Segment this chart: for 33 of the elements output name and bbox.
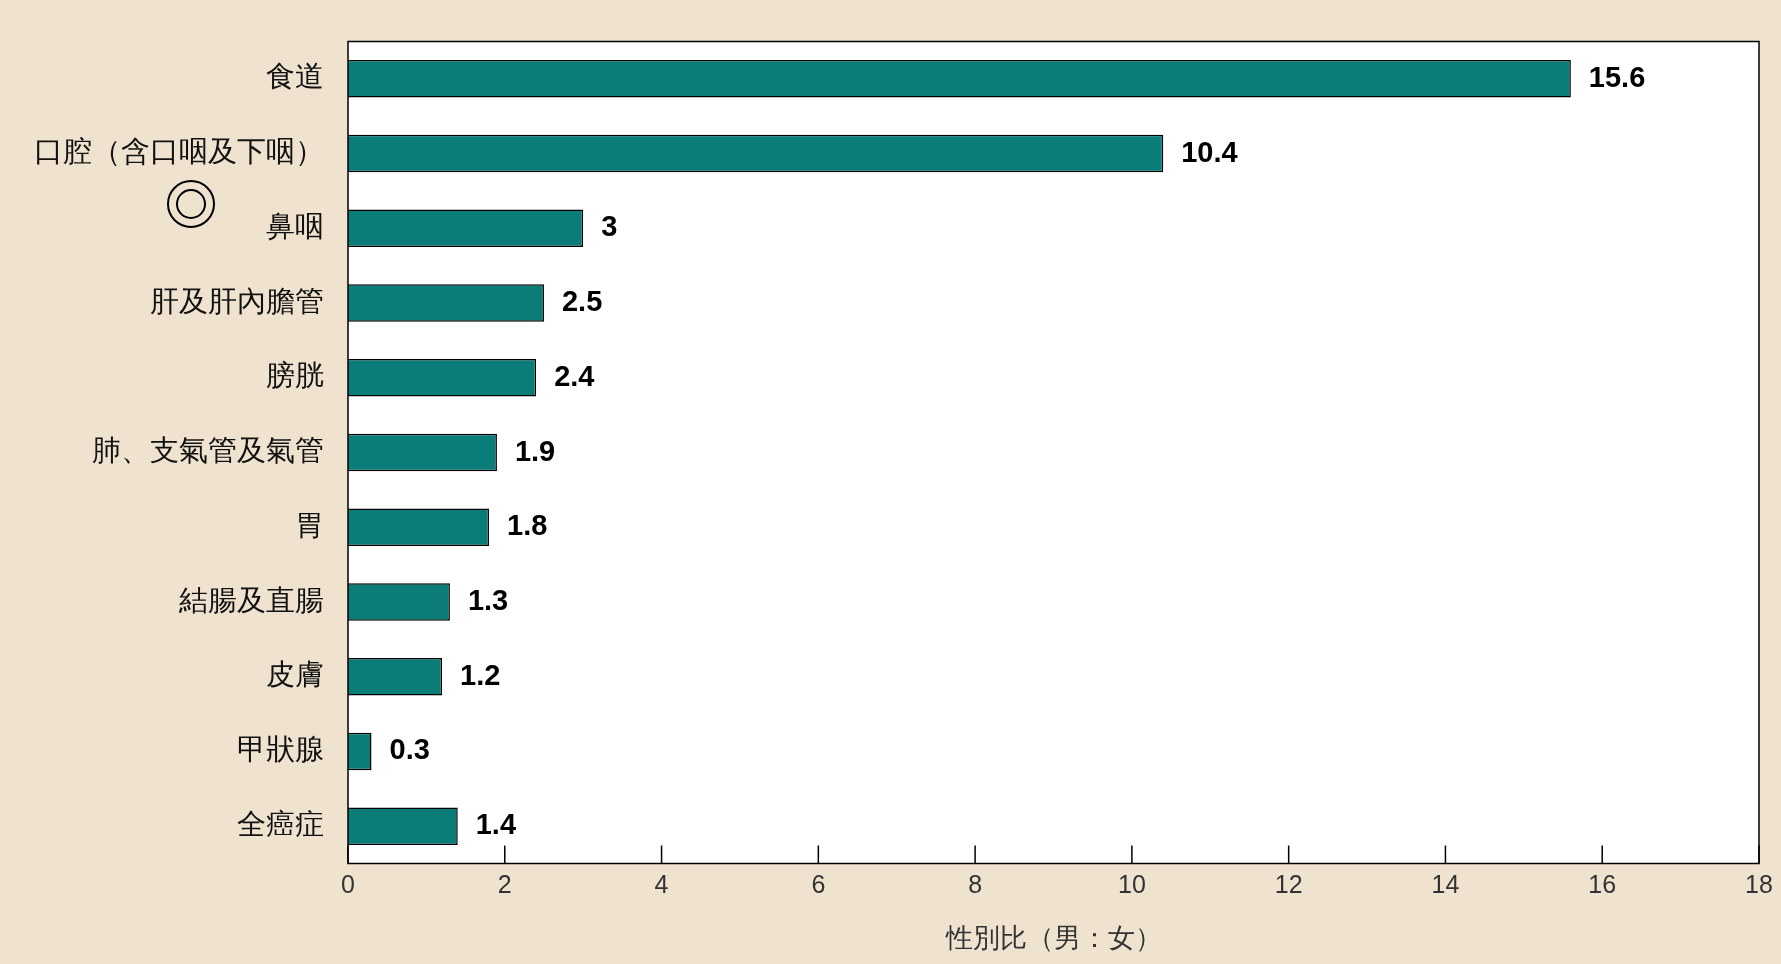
x-tick-label: 12 [1274,870,1303,899]
x-tick-label: 10 [1117,870,1146,899]
y-tick-label: 胃 [295,507,324,542]
data-label: 1.3 [467,583,509,616]
data-label: 1.2 [460,658,501,691]
data-label: 10.4 [1181,135,1238,168]
y-tick-label: 鼻咽 [266,208,324,243]
y-tick-label: 皮膚 [266,657,324,692]
y-tick-label: 肝及肝內膽管 [150,283,324,318]
y-tick-label: 膀胱 [266,358,324,393]
y-tick-label: 結腸及直腸 [178,582,324,617]
data-label: 2.5 [561,285,603,318]
data-label: 1.8 [507,509,548,542]
data-label: 0.3 [389,733,430,766]
data-label: 1.4 [475,808,517,841]
x-tick-label: 18 [1745,870,1773,899]
x-tick-label: 4 [654,870,669,899]
x-tick-label: 6 [811,870,826,899]
data-label: 1.9 [514,434,556,467]
x-tick-label: 16 [1588,870,1617,899]
x-tick-label: 8 [968,870,983,899]
x-tick-label: 2 [497,870,512,899]
x-axis-title: 性別比（男：女） [944,921,1162,953]
y-tick-label: 全癌症 [237,806,324,841]
x-tick-label: 14 [1431,870,1460,899]
y-tick-label: 食道 [266,59,324,94]
y-tick-label: 肺、支氣管及氣管 [92,433,324,468]
y-tick-label: 口腔（含口咽及下咽） [34,134,324,169]
data-label: 15.6 [1588,60,1646,93]
x-tick-label: 0 [341,870,355,899]
y-tick-label: 甲狀腺 [237,732,324,767]
data-label: 2.4 [554,359,595,392]
data-label: 3 [601,210,618,243]
